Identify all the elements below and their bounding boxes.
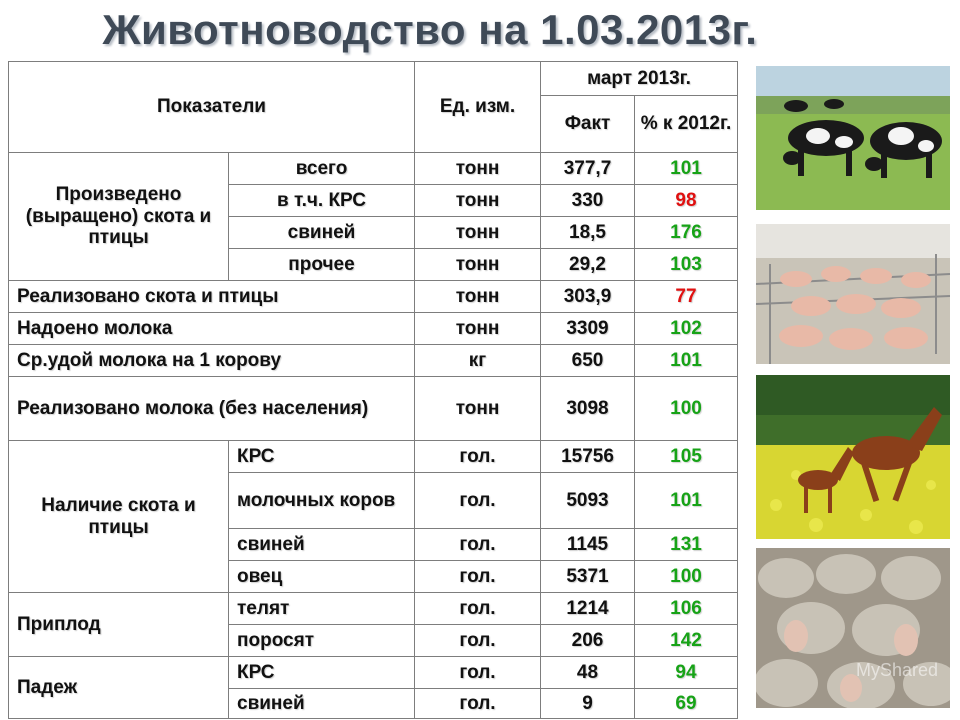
row-fact: 15756 [540,440,635,473]
row-label: Реализовано скота и птицы [8,280,415,313]
row-unit: гол. [414,688,541,719]
row-fact: 303,9 [540,280,635,313]
row-unit: гол. [414,656,541,689]
row-unit: тонн [414,216,541,249]
row-percent: 98 [634,184,738,217]
table-row: свиней гол. 9 69 [9,688,738,719]
header-row: Показатели Ед. изм. март 2013г. [8,61,738,153]
header-row: Факт % к 2012г. [9,95,738,153]
table-row: Надоено молока тонн 3309 102 [8,312,738,345]
row-percent: 131 [634,528,738,561]
row-fact: 29,2 [540,248,635,281]
header-percent: % к 2012г. [634,95,738,153]
row-unit: гол. [414,440,541,473]
group-offspring: Приплод [8,592,229,657]
group-stock: Наличие скота и птицы [8,440,229,593]
page-title: Животноводство на 1.03.2013г. [102,6,758,53]
row-percent: 100 [634,376,738,441]
table-row: прочее тонн 29,2 103 [9,248,738,281]
row-label: молочных коров [228,472,415,529]
livestock-table: Показатели Ед. изм. март 2013г. Факт % к… [8,61,738,719]
row-unit: тонн [414,152,541,185]
table-row: Ср.удой молока на 1 корову кг 650 101 [8,344,738,377]
cows-grazing-photo [756,66,950,210]
row-unit: тонн [414,312,541,345]
row-fact: 377,7 [540,152,635,185]
row-fact: 5093 [540,472,635,529]
row-unit: тонн [414,376,541,441]
row-unit: гол. [414,624,541,657]
table-row: Наличие скота и птицы КРС гол. 15756 105 [8,440,738,593]
row-label: Надоено молока [8,312,415,345]
row-unit: гол. [414,528,541,561]
table-row: поросят гол. 206 142 [9,624,738,657]
row-fact: 9 [540,688,635,719]
row-fact: 18,5 [540,216,635,249]
row-unit: тонн [414,280,541,313]
row-percent: 142 [634,624,738,657]
row-percent: 101 [634,344,738,377]
row-fact: 1214 [540,592,635,625]
table-row: Приплод телят гол. 1214 106 [8,592,738,657]
header-unit: Ед. изм. [414,61,541,153]
pigs-in-barn-photo [756,224,950,364]
row-fact: 48 [540,656,635,689]
row-percent: 69 [634,688,738,719]
row-unit: кг [414,344,541,377]
row-label: Ср.удой молока на 1 корову [8,344,415,377]
row-percent: 103 [634,248,738,281]
row-label: свиней [228,528,415,561]
row-label: КРС [228,440,415,473]
row-label: прочее [228,248,415,281]
row-fact: 206 [540,624,635,657]
row-percent: 106 [634,592,738,625]
header-fact: Факт [540,95,635,153]
table-row: Реализовано молока (без населения) тонн … [8,376,738,441]
row-fact: 3098 [540,376,635,441]
table-row: свиней гол. 1145 131 [9,528,738,561]
table-row: свиней тонн 18,5 176 [9,216,738,249]
row-label: свиней [228,688,415,719]
row-unit: гол. [414,592,541,625]
row-unit: тонн [414,184,541,217]
table-row: Реализовано скота и птицы тонн 303,9 77 [8,280,738,313]
row-label: всего [228,152,415,185]
watermark-text: MyShared [856,660,938,680]
row-percent: 94 [634,656,738,689]
header-period: март 2013г. [540,61,738,96]
table-row: в т.ч. КРС тонн 330 98 [9,184,738,217]
group-produced: Произведено (выращено) скота и птицы [8,152,229,281]
row-label: свиней [228,216,415,249]
row-unit: гол. [414,560,541,593]
row-percent: 102 [634,312,738,345]
row-label: Реализовано молока (без населения) [8,376,415,441]
header-indicators: Показатели [8,61,415,153]
row-fact: 330 [540,184,635,217]
row-fact: 5371 [540,560,635,593]
table-row: овец гол. 5371 100 [9,560,738,593]
row-fact: 3309 [540,312,635,345]
row-percent: 100 [634,560,738,593]
row-percent: 77 [634,280,738,313]
row-label: телят [228,592,415,625]
table-row: Произведено (выращено) скота и птицы все… [8,152,738,281]
row-label: в т.ч. КРС [228,184,415,217]
row-unit: тонн [414,248,541,281]
row-percent: 105 [634,440,738,473]
row-unit: гол. [414,472,541,529]
row-percent: 101 [634,152,738,185]
row-label: поросят [228,624,415,657]
horses-in-field-photo [756,375,950,539]
table-row: Падеж КРС гол. 48 94 [8,656,738,719]
group-loss: Падеж [8,656,229,719]
row-fact: 650 [540,344,635,377]
row-label: овец [228,560,415,593]
sheep-flock-photo: MyShared [756,548,950,708]
row-percent: 101 [634,472,738,529]
row-fact: 1145 [540,528,635,561]
row-label: КРС [228,656,415,689]
row-percent: 176 [634,216,738,249]
table-row: молочных коров гол. 5093 101 [9,472,738,529]
